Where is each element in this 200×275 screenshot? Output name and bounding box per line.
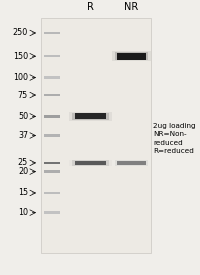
Text: NR: NR: [124, 2, 139, 12]
Bar: [44, 192, 60, 194]
Bar: [112, 160, 151, 166]
Text: 250: 250: [13, 29, 28, 37]
Bar: [44, 55, 60, 57]
Bar: [69, 160, 112, 166]
Bar: [44, 134, 60, 137]
Bar: [115, 52, 148, 60]
Text: 25: 25: [18, 158, 28, 167]
Bar: [115, 160, 148, 166]
Text: R: R: [87, 2, 94, 12]
Bar: [75, 113, 106, 119]
Text: 75: 75: [18, 90, 28, 100]
Bar: [44, 32, 60, 34]
Bar: [44, 211, 60, 214]
Text: 2ug loading
NR=Non-
reduced
R=reduced: 2ug loading NR=Non- reduced R=reduced: [153, 123, 196, 154]
Bar: [44, 162, 60, 164]
Bar: [44, 115, 60, 118]
Text: 15: 15: [18, 188, 28, 197]
Bar: [75, 113, 106, 119]
Bar: [112, 51, 151, 61]
Bar: [72, 160, 109, 166]
Bar: [117, 161, 146, 165]
Text: 150: 150: [13, 52, 28, 61]
Bar: [117, 53, 146, 60]
Bar: [117, 161, 146, 165]
Bar: [44, 170, 60, 173]
Bar: [75, 161, 106, 165]
Bar: [44, 76, 60, 79]
Bar: [75, 161, 106, 165]
Bar: [72, 113, 109, 120]
Text: 50: 50: [18, 112, 28, 121]
Text: 37: 37: [18, 131, 28, 140]
Bar: [41, 18, 151, 253]
Text: 10: 10: [18, 208, 28, 217]
Text: 100: 100: [13, 73, 28, 82]
Bar: [44, 94, 60, 96]
Bar: [69, 112, 112, 121]
Bar: [117, 53, 146, 60]
Text: 20: 20: [18, 167, 28, 176]
